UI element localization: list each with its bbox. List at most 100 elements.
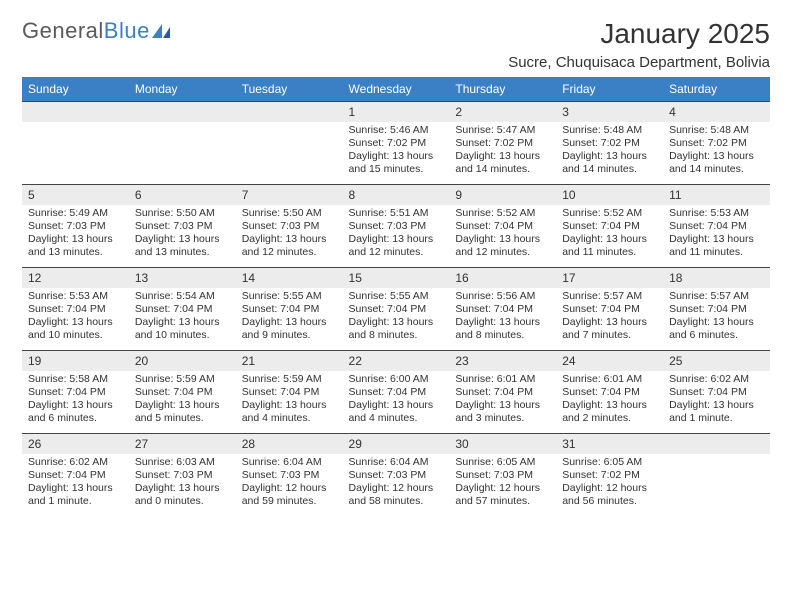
day-cell: Sunrise: 5:49 AMSunset: 7:03 PMDaylight:… xyxy=(22,205,129,268)
day-cell: Sunrise: 6:05 AMSunset: 7:02 PMDaylight:… xyxy=(556,454,663,517)
day-number xyxy=(129,102,236,122)
day-number: 25 xyxy=(663,351,770,371)
sunrise-text: Sunrise: 5:51 AM xyxy=(349,207,444,220)
daylight2-text: and 12 minutes. xyxy=(242,246,337,259)
sunrise-text: Sunrise: 5:52 AM xyxy=(455,207,550,220)
daylight1-text: Daylight: 13 hours xyxy=(455,233,550,246)
sunrise-text: Sunrise: 5:55 AM xyxy=(349,290,444,303)
sunset-text: Sunset: 7:03 PM xyxy=(242,469,337,482)
daylight2-text: and 59 minutes. xyxy=(242,495,337,508)
sunrise-text: Sunrise: 6:01 AM xyxy=(562,373,657,386)
daylight1-text: Daylight: 13 hours xyxy=(669,150,764,163)
daylight2-text: and 9 minutes. xyxy=(242,329,337,342)
sunset-text: Sunset: 7:04 PM xyxy=(669,303,764,316)
sunrise-text: Sunrise: 5:53 AM xyxy=(28,290,123,303)
sunrise-text: Sunrise: 6:03 AM xyxy=(135,456,230,469)
daylight1-text: Daylight: 13 hours xyxy=(455,399,550,412)
day-cell: Sunrise: 6:01 AMSunset: 7:04 PMDaylight:… xyxy=(449,371,556,434)
daylight1-text: Daylight: 13 hours xyxy=(349,316,444,329)
day-cell: Sunrise: 5:53 AMSunset: 7:04 PMDaylight:… xyxy=(22,288,129,351)
sunset-text: Sunset: 7:02 PM xyxy=(455,137,550,150)
daylight1-text: Daylight: 13 hours xyxy=(28,399,123,412)
day-cell: Sunrise: 6:02 AMSunset: 7:04 PMDaylight:… xyxy=(22,454,129,517)
daylight1-text: Daylight: 13 hours xyxy=(349,150,444,163)
day-number: 16 xyxy=(449,268,556,288)
day-cell: Sunrise: 5:52 AMSunset: 7:04 PMDaylight:… xyxy=(556,205,663,268)
day-header: Saturday xyxy=(663,77,770,102)
day-number xyxy=(663,434,770,454)
day-number: 15 xyxy=(343,268,450,288)
day-cell: Sunrise: 5:59 AMSunset: 7:04 PMDaylight:… xyxy=(129,371,236,434)
day-number: 19 xyxy=(22,351,129,371)
sunrise-text: Sunrise: 6:00 AM xyxy=(349,373,444,386)
sunrise-text: Sunrise: 6:05 AM xyxy=(562,456,657,469)
daylight1-text: Daylight: 13 hours xyxy=(669,233,764,246)
daylight1-text: Daylight: 13 hours xyxy=(135,399,230,412)
day-number: 26 xyxy=(22,434,129,454)
day-number: 1 xyxy=(343,102,450,122)
sunset-text: Sunset: 7:02 PM xyxy=(562,137,657,150)
day-number: 9 xyxy=(449,185,556,205)
day-number: 13 xyxy=(129,268,236,288)
daylight2-text: and 1 minute. xyxy=(28,495,123,508)
day-cell: Sunrise: 5:46 AMSunset: 7:02 PMDaylight:… xyxy=(343,122,450,185)
daylight1-text: Daylight: 13 hours xyxy=(135,482,230,495)
sunset-text: Sunset: 7:03 PM xyxy=(455,469,550,482)
daylight2-text: and 4 minutes. xyxy=(349,412,444,425)
title-block: January 2025 Sucre, Chuquisaca Departmen… xyxy=(508,18,770,71)
day-number: 12 xyxy=(22,268,129,288)
day-number: 20 xyxy=(129,351,236,371)
day-cell: Sunrise: 5:53 AMSunset: 7:04 PMDaylight:… xyxy=(663,205,770,268)
daylight1-text: Daylight: 13 hours xyxy=(135,316,230,329)
flag-icon xyxy=(152,18,174,44)
day-cell: Sunrise: 5:50 AMSunset: 7:03 PMDaylight:… xyxy=(129,205,236,268)
sunset-text: Sunset: 7:04 PM xyxy=(455,303,550,316)
sunset-text: Sunset: 7:03 PM xyxy=(349,220,444,233)
daylight2-text: and 0 minutes. xyxy=(135,495,230,508)
daylight2-text: and 1 minute. xyxy=(669,412,764,425)
daylight2-text: and 8 minutes. xyxy=(455,329,550,342)
sunrise-text: Sunrise: 5:57 AM xyxy=(562,290,657,303)
sunrise-text: Sunrise: 5:48 AM xyxy=(669,124,764,137)
day-number: 3 xyxy=(556,102,663,122)
day-cell: Sunrise: 5:58 AMSunset: 7:04 PMDaylight:… xyxy=(22,371,129,434)
daylight2-text: and 6 minutes. xyxy=(669,329,764,342)
sunrise-text: Sunrise: 6:04 AM xyxy=(242,456,337,469)
daylight2-text: and 10 minutes. xyxy=(28,329,123,342)
daylight1-text: Daylight: 13 hours xyxy=(135,233,230,246)
day-cell: Sunrise: 5:55 AMSunset: 7:04 PMDaylight:… xyxy=(343,288,450,351)
sunrise-text: Sunrise: 5:47 AM xyxy=(455,124,550,137)
day-cell: Sunrise: 5:54 AMSunset: 7:04 PMDaylight:… xyxy=(129,288,236,351)
day-cell: Sunrise: 6:04 AMSunset: 7:03 PMDaylight:… xyxy=(343,454,450,517)
sunset-text: Sunset: 7:02 PM xyxy=(669,137,764,150)
sunrise-text: Sunrise: 5:48 AM xyxy=(562,124,657,137)
sunrise-text: Sunrise: 5:59 AM xyxy=(242,373,337,386)
sunrise-text: Sunrise: 5:54 AM xyxy=(135,290,230,303)
day-cell: Sunrise: 6:04 AMSunset: 7:03 PMDaylight:… xyxy=(236,454,343,517)
sunset-text: Sunset: 7:03 PM xyxy=(242,220,337,233)
sunrise-text: Sunrise: 6:01 AM xyxy=(455,373,550,386)
day-header: Tuesday xyxy=(236,77,343,102)
sunrise-text: Sunrise: 6:05 AM xyxy=(455,456,550,469)
sunset-text: Sunset: 7:04 PM xyxy=(562,220,657,233)
header: GeneralBlue January 2025 Sucre, Chuquisa… xyxy=(22,18,770,71)
sunrise-text: Sunrise: 5:53 AM xyxy=(669,207,764,220)
sunrise-text: Sunrise: 5:49 AM xyxy=(28,207,123,220)
daylight2-text: and 57 minutes. xyxy=(455,495,550,508)
day-number: 14 xyxy=(236,268,343,288)
daylight1-text: Daylight: 12 hours xyxy=(349,482,444,495)
daylight2-text: and 4 minutes. xyxy=(242,412,337,425)
daylight2-text: and 11 minutes. xyxy=(562,246,657,259)
cell-row: Sunrise: 5:58 AMSunset: 7:04 PMDaylight:… xyxy=(22,371,770,434)
day-number: 21 xyxy=(236,351,343,371)
day-cell: Sunrise: 5:57 AMSunset: 7:04 PMDaylight:… xyxy=(556,288,663,351)
daylight1-text: Daylight: 13 hours xyxy=(28,316,123,329)
daylight1-text: Daylight: 12 hours xyxy=(242,482,337,495)
day-cell: Sunrise: 5:48 AMSunset: 7:02 PMDaylight:… xyxy=(663,122,770,185)
month-title: January 2025 xyxy=(508,18,770,50)
daylight1-text: Daylight: 13 hours xyxy=(242,399,337,412)
daylight2-text: and 10 minutes. xyxy=(135,329,230,342)
sunset-text: Sunset: 7:04 PM xyxy=(28,303,123,316)
daylight1-text: Daylight: 13 hours xyxy=(28,233,123,246)
sunset-text: Sunset: 7:04 PM xyxy=(669,386,764,399)
